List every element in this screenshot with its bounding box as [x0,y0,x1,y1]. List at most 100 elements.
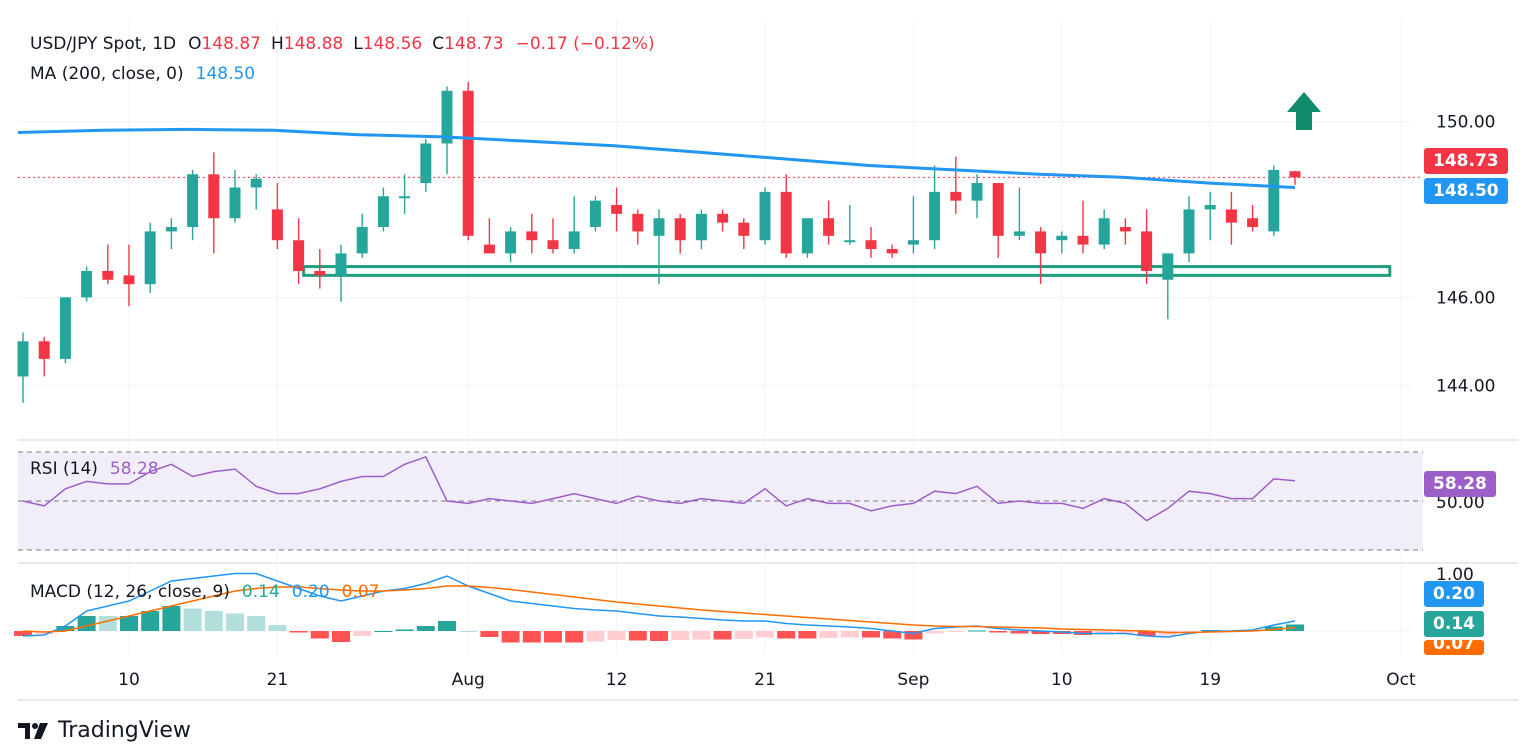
candle-up [1013,231,1025,236]
open-value: 148.87 [201,34,261,54]
ma-label: MA (200, close, 0) [30,64,184,84]
candle-up [229,187,241,219]
tradingview-logo[interactable]: TradingView [18,718,191,743]
candle-down [823,218,835,236]
macd-histogram-bar [713,631,732,640]
macd-histogram-bar [650,631,668,641]
candle-up [187,174,199,228]
macd-histogram-bar [544,631,562,643]
candle-down [632,213,644,232]
macd-histogram-bar [438,621,456,631]
ma-header[interactable]: MA (200, close, 0) 148.50 [30,64,261,84]
candle-down [1119,227,1131,232]
macd-top-tick: 1.00 [1436,565,1474,585]
candle-up [568,231,580,249]
macd-histogram-bar [883,631,902,639]
rsi-mid-tick: 50.00 [1436,493,1485,513]
macd-histogram-bar [692,631,711,640]
last-price-badge: 148.73 [1424,148,1508,174]
macd-histogram-bar [904,631,923,640]
macd-histogram-bar [1137,631,1156,636]
candle-down [271,209,283,241]
close-value: 148.73 [444,34,504,54]
macd-histogram-bar [268,625,287,631]
candle-down [611,205,623,214]
macd-histogram-bar [162,606,181,631]
ma-value: 148.50 [195,64,256,84]
macd-histogram-bar [77,616,96,631]
macd-signal-value: 0.07 [341,582,380,602]
candle-up [589,200,601,228]
candle-up [801,218,813,254]
macd-histogram-bar [353,631,372,636]
low-label: L [353,34,363,54]
candle-down [1247,218,1259,228]
macd-signal-line [22,585,1296,634]
candle-down [738,222,750,236]
candle-up [1204,205,1216,210]
macd-histogram-bar [968,630,986,632]
macd-histogram-bar [395,629,414,631]
candle-down [865,240,877,249]
candle-down [483,244,495,254]
macd-histogram-bar [56,626,75,631]
macd-histogram-bar [226,613,244,631]
macd-histogram-bar [565,631,584,643]
macd-histogram-bar [120,616,138,631]
high-value: 148.88 [283,34,344,54]
rsi-line [22,455,1296,522]
x-tick-label: 10 [1051,670,1073,690]
macd-histogram-bar [1116,631,1135,634]
macd-histogram-bar [1010,631,1029,634]
macd-histogram-bar [819,631,838,638]
macd-histogram-bar [607,631,626,640]
macd-histogram-bar [480,631,499,637]
candle-up [759,191,771,241]
candle-up [250,178,262,188]
candle-up [441,90,453,144]
macd-histogram-bar [628,631,647,641]
macd-histogram-bar [183,608,202,631]
rsi-label: RSI (14) [30,459,98,479]
macd-histogram-bar [332,631,350,642]
rsi-value: 58.28 [109,459,159,479]
ma-price-badge: 148.50 [1424,178,1508,204]
high-label: H [270,34,284,54]
macd-histogram-bar [1031,631,1050,634]
macd-histogram-bar [840,631,859,638]
candle-up [81,270,93,298]
x-tick-label: 10 [118,670,140,690]
candle-down [992,183,1004,236]
macd-histogram-bar [586,631,605,642]
macd-signal-badge: 0.07 [1424,640,1484,655]
candle-up [17,341,29,377]
candle-down [293,240,305,271]
rsi-header[interactable]: RSI (14) 58.28 [30,459,165,479]
macd-histogram-bar [204,611,223,631]
candle-up [1098,218,1110,245]
candle-down [1077,235,1089,245]
candle-down [886,249,898,254]
macd-hist-value: 0.14 [241,582,280,602]
candle-up [653,218,665,236]
open-label: O [188,34,202,54]
candle-up [1056,235,1068,241]
macd-histogram-bar [459,631,478,632]
candle-down [123,275,135,285]
candle-down [1035,231,1047,254]
candle-up [377,196,389,228]
macd-histogram-bar [989,631,1008,633]
candle-up [399,196,411,199]
macd-hist-badge: 0.14 [1424,611,1484,637]
macd-histogram-bar [14,631,32,636]
candle-up [1268,169,1280,232]
macd-histogram-bar [1180,631,1198,632]
macd-histogram-bar [501,631,520,643]
macd-header[interactable]: MACD (12, 26, close, 9) 0.14 0.20 0.07 [30,582,386,602]
candle-up [971,183,983,201]
candle-down [526,231,538,241]
symbol-title[interactable]: USD/JPY Spot, 1D [30,34,177,54]
x-tick-label: 21 [267,670,289,690]
candle-down [102,270,114,280]
